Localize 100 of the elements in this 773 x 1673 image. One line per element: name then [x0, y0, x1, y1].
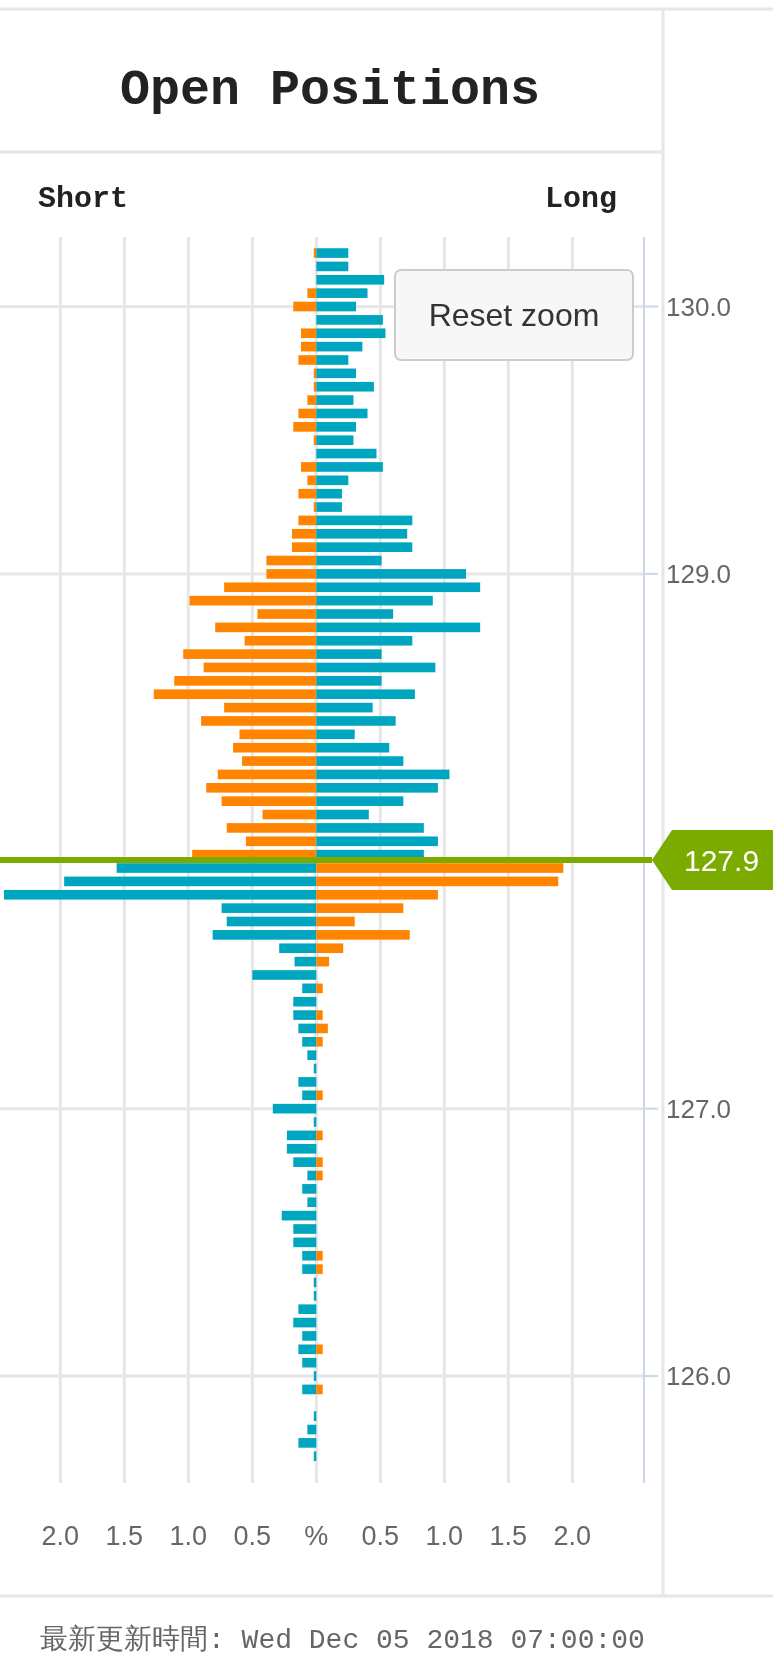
- bar: [307, 1050, 317, 1061]
- bar: [316, 528, 408, 539]
- bar: [316, 341, 363, 352]
- bar: [316, 502, 342, 512]
- bar: [316, 274, 385, 285]
- bar: [316, 582, 481, 593]
- bar: [316, 836, 438, 847]
- bar: [64, 876, 317, 887]
- bar: [316, 1344, 323, 1355]
- bar: [316, 823, 424, 833]
- bar: [206, 782, 317, 793]
- bar: [212, 930, 317, 940]
- bar: [189, 595, 317, 606]
- bar: [302, 1264, 317, 1274]
- bar: [316, 716, 396, 726]
- bar: [316, 863, 564, 873]
- bar: [316, 569, 467, 579]
- y-tick-label: 129.0: [666, 558, 732, 589]
- bar: [316, 1157, 323, 1167]
- x-tick-label: 1.5: [489, 1521, 528, 1551]
- bar: [298, 1077, 317, 1087]
- bar: [174, 676, 317, 686]
- bar: [307, 1170, 317, 1181]
- bar: [316, 903, 404, 913]
- bar: [298, 1344, 317, 1355]
- bar: [239, 729, 317, 740]
- bar: [302, 1331, 317, 1341]
- bar: [293, 422, 317, 432]
- bar: [298, 488, 317, 499]
- bar: [293, 996, 317, 1007]
- bar: [316, 635, 413, 646]
- bar: [316, 1250, 323, 1261]
- bar: [316, 796, 404, 806]
- bar: [298, 1304, 317, 1315]
- bar: [300, 328, 317, 339]
- bar: [316, 435, 354, 446]
- annotation: Reset zoom: [428, 297, 600, 333]
- bar: [293, 1157, 317, 1167]
- bar: [233, 742, 317, 753]
- bar: [316, 702, 373, 713]
- x-tick-label: 2.0: [41, 1521, 80, 1551]
- x-tick-label: 0.5: [233, 1521, 272, 1551]
- bar: [307, 1424, 317, 1435]
- bar: [300, 341, 317, 352]
- y-tick-label: 126.0: [666, 1361, 732, 1392]
- bar: [298, 355, 317, 365]
- bar: [316, 1170, 323, 1181]
- bar: [266, 569, 317, 579]
- bar: [316, 609, 394, 619]
- bar: [316, 368, 356, 379]
- bar: [215, 622, 317, 633]
- bar: [244, 635, 317, 646]
- bar: [292, 528, 317, 539]
- bar: [286, 1143, 317, 1154]
- bar: [316, 983, 323, 994]
- bar: [316, 355, 349, 365]
- bar: [316, 809, 369, 820]
- x-tick-label: 1.0: [169, 1521, 208, 1551]
- bar: [316, 956, 330, 967]
- y-tick-label: 127.0: [666, 1093, 732, 1124]
- bar: [153, 689, 317, 700]
- bar: [316, 1264, 323, 1274]
- bar: [316, 555, 382, 566]
- bar: [293, 1010, 317, 1020]
- bar: [302, 983, 317, 994]
- ref-line-label: 127.9: [684, 844, 760, 877]
- bar: [221, 796, 317, 806]
- bar: [316, 1037, 323, 1047]
- bar: [226, 916, 317, 927]
- bar: [201, 716, 317, 726]
- bar: [281, 1210, 317, 1221]
- bar: [293, 301, 317, 312]
- bar: [183, 649, 317, 659]
- bar: [316, 782, 438, 793]
- bar: [316, 515, 413, 526]
- bar: [302, 1037, 317, 1047]
- bar: [217, 769, 317, 780]
- x-tick-label: 1.0: [425, 1521, 464, 1551]
- bar: [298, 408, 317, 419]
- bar: [242, 756, 317, 766]
- bar: [221, 903, 317, 913]
- bar: [316, 422, 356, 432]
- bar: [293, 1237, 317, 1248]
- bar: [316, 381, 374, 392]
- bar: [316, 676, 382, 686]
- bar: [252, 970, 317, 980]
- bar: [316, 475, 349, 486]
- bar: [316, 1130, 323, 1141]
- text: Short: [38, 182, 129, 216]
- bar: [316, 876, 559, 887]
- bar: [316, 662, 436, 673]
- bar: [272, 1103, 317, 1114]
- bar: [316, 1023, 328, 1034]
- bar: [307, 1197, 317, 1208]
- bar: [302, 1184, 317, 1194]
- bar: [316, 1384, 323, 1395]
- y-tick-label: 130.0: [666, 291, 732, 322]
- bar: [257, 609, 317, 619]
- bar: [293, 1317, 317, 1328]
- x-tick-label: 2.0: [553, 1521, 592, 1551]
